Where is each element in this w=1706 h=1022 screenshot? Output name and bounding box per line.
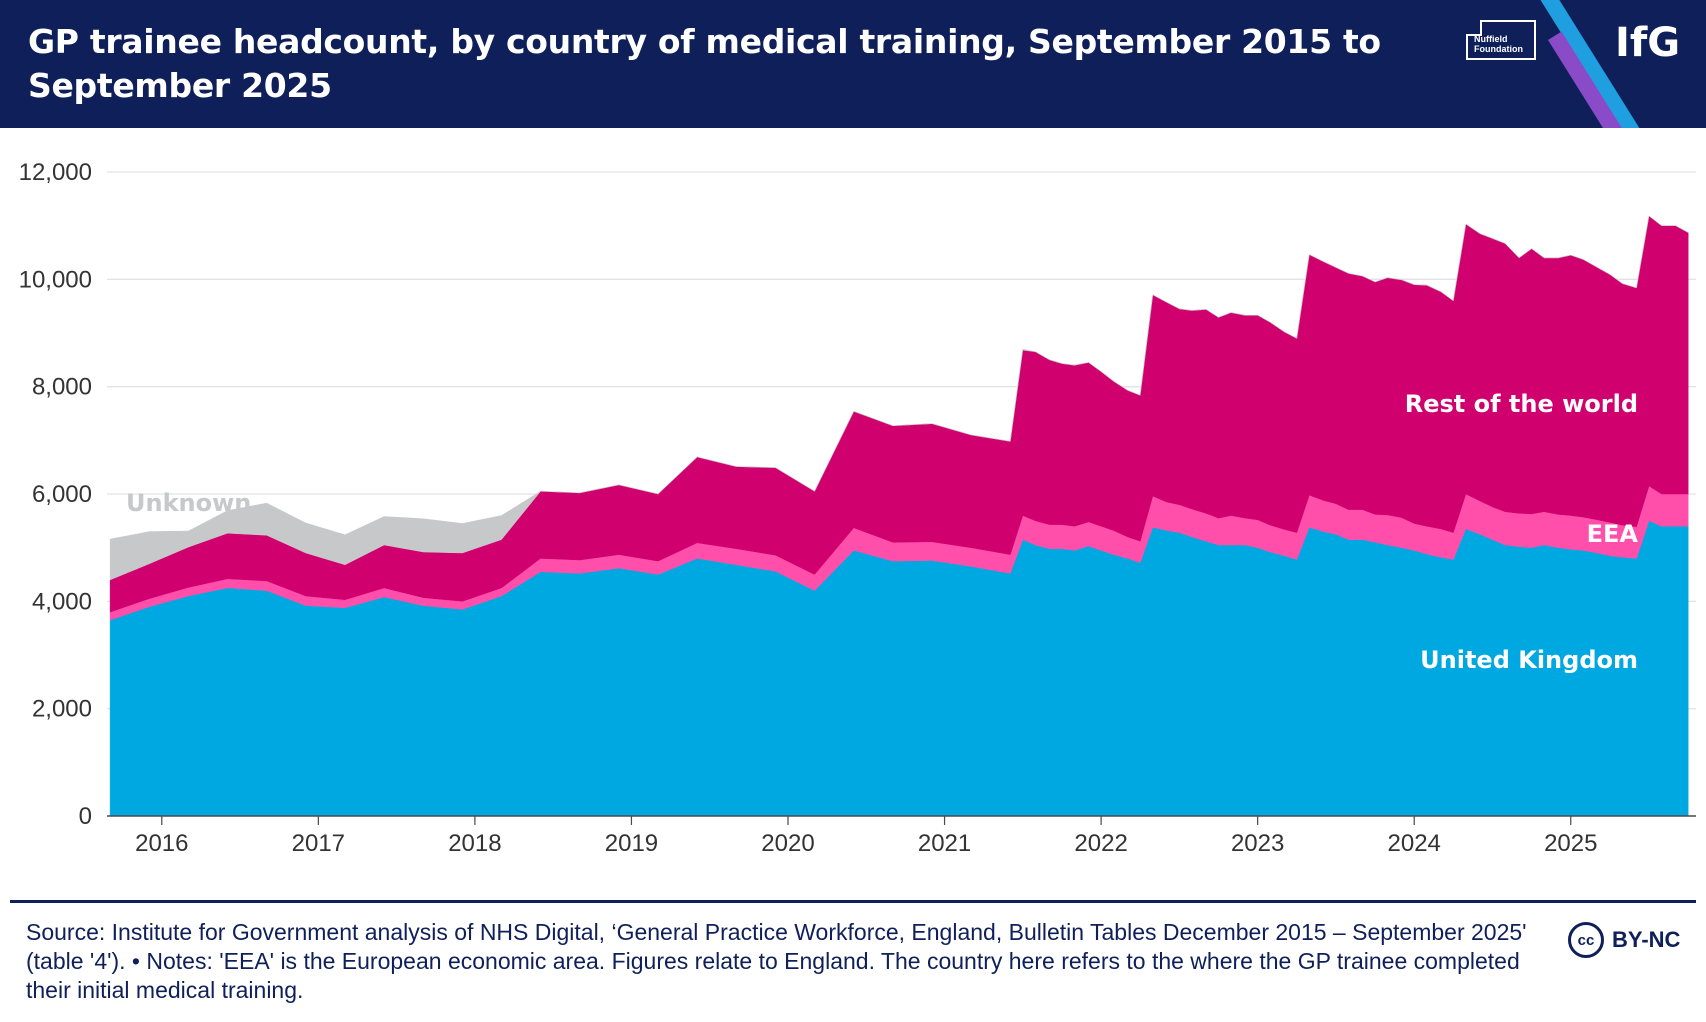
area-series	[109, 215, 1689, 817]
license-text: BY-NC	[1612, 927, 1681, 952]
x-tick-label: 2018	[448, 830, 501, 857]
creative-commons-icon: cc	[1568, 922, 1604, 958]
x-tick-label: 2025	[1544, 830, 1597, 857]
x-tick-label: 2019	[605, 830, 658, 857]
x-tick-label: 2016	[135, 830, 188, 857]
x-tick-label: 2017	[292, 830, 345, 857]
ifg-logo: IfG	[1615, 20, 1681, 66]
chart-title: GP trainee headcount, by country of medi…	[28, 22, 1381, 105]
series-labels: United Kingdom EEA Rest of the world Unknow…	[126, 390, 1638, 674]
label-united-kingdom: United Kingdom	[1420, 646, 1638, 674]
label-unknown: Unknown	[126, 489, 251, 517]
y-tick-label: 12,000	[19, 159, 92, 186]
x-tick-label: 2023	[1231, 830, 1284, 857]
y-tick-label: 4,000	[32, 588, 92, 615]
x-axis: 2016 2017 2018 2019 2020 2021 2022 2023 2024 2025	[107, 815, 1696, 857]
license-badge[interactable]: cc BY-NC	[1568, 920, 1680, 960]
y-axis: 0 2,000 4,000 6,000 8,000 10,000 12,000	[19, 159, 92, 830]
y-tick-label: 8,000	[32, 374, 92, 401]
label-eea: EEA	[1587, 520, 1639, 548]
x-tick-label: 2020	[761, 830, 814, 857]
y-tick-label: 0	[79, 803, 92, 830]
y-tick-label: 6,000	[32, 481, 92, 508]
y-tick-label: 10,000	[19, 266, 92, 293]
source-note: Source: Institute for Government analysi…	[26, 919, 1527, 1003]
footer-divider	[10, 900, 1696, 903]
label-rest-of-world: Rest of the world	[1405, 390, 1638, 418]
x-tick-label: 2024	[1388, 830, 1441, 857]
nuffield-foundation-logo: Nuffield Foundation	[1466, 20, 1536, 60]
x-tick-label: 2022	[1074, 830, 1127, 857]
chart-header: GP trainee headcount, by country of medi…	[0, 0, 1706, 128]
x-tick-label: 2021	[918, 830, 971, 857]
area-unknown	[109, 215, 1689, 581]
y-tick-label: 2,000	[32, 696, 92, 723]
